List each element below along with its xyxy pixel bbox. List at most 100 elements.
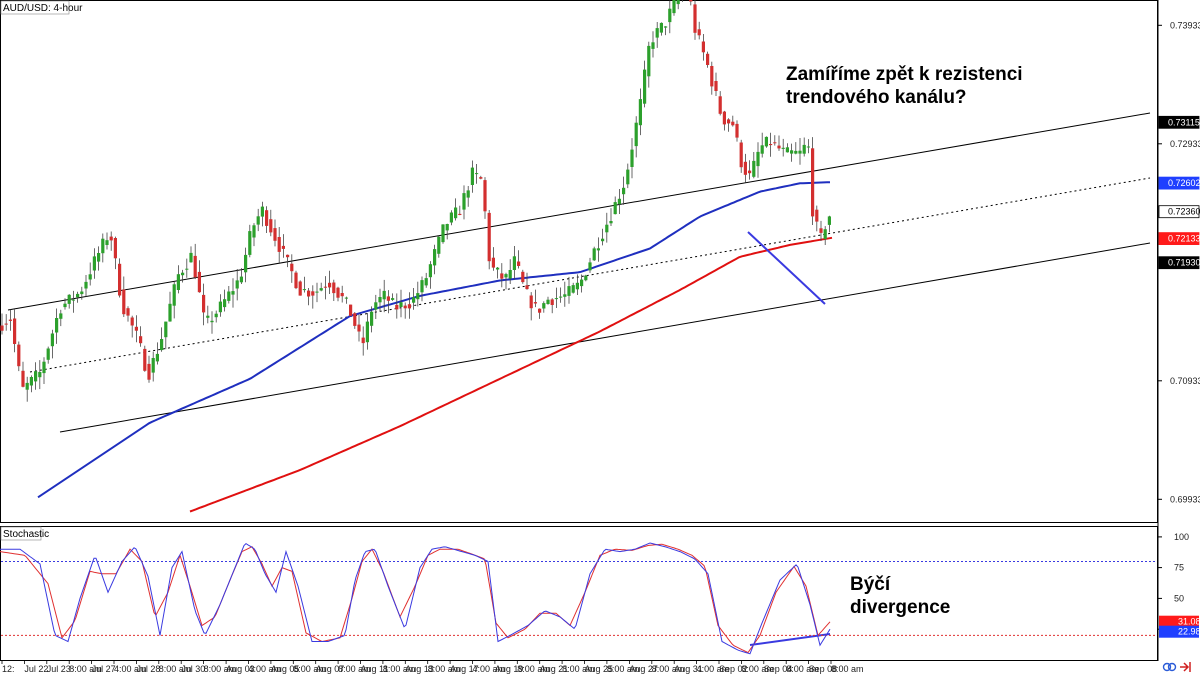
candle-body — [105, 240, 109, 245]
time-tick-label: Aug 05 — [271, 664, 300, 674]
candle-body — [378, 297, 382, 303]
candle-body — [592, 248, 596, 261]
candle-body — [462, 193, 466, 210]
candle-body — [202, 294, 206, 313]
candle-body — [269, 219, 273, 233]
candle-body — [529, 295, 533, 309]
candle-body — [706, 53, 710, 65]
candle-body — [38, 372, 42, 378]
candle-body — [596, 248, 600, 251]
stoch-tag-box — [1159, 615, 1199, 628]
candle-body — [172, 284, 176, 306]
candle-body — [790, 150, 794, 154]
time-tick-label: 12: — [2, 664, 15, 674]
candle-body — [97, 253, 101, 262]
price-tag-label: 0.72602 — [1168, 178, 1200, 188]
candle-body — [441, 224, 445, 243]
candle-body — [802, 144, 806, 154]
candle-body — [781, 147, 785, 149]
candle-body — [218, 301, 222, 313]
candle-body — [710, 66, 714, 87]
candle-body — [605, 224, 609, 233]
candle-body — [244, 254, 248, 273]
candle-body — [521, 271, 525, 283]
candle-body — [8, 319, 12, 321]
candle-body — [823, 229, 827, 240]
time-tick-label: 8:00 am — [159, 664, 192, 674]
candle-body — [336, 287, 340, 298]
candle-body — [252, 225, 256, 238]
candle-body — [416, 293, 420, 300]
candle-body — [63, 303, 67, 308]
candle-body — [399, 302, 403, 307]
annotation-divergence-line2: divergence — [850, 597, 950, 618]
time-tick-label: 8:00 am — [204, 664, 237, 674]
annotation-resistance-line2: trendového kanálu? — [786, 87, 967, 108]
chart-title-box — [0, 0, 70, 15]
stoch-divergence-line — [749, 633, 831, 646]
candle-body — [84, 281, 88, 289]
candle-body — [92, 256, 96, 271]
candle-body — [479, 177, 483, 179]
time-tick-label: Jul 30 — [181, 664, 205, 674]
time-tick-label: Aug 17 — [450, 664, 479, 674]
candle-body — [420, 280, 424, 293]
moving-averages — [37, 181, 833, 513]
candle-body — [46, 348, 50, 360]
time-tick-label: 8:00 am — [383, 664, 416, 674]
candle-body — [769, 144, 773, 146]
candle-body — [567, 286, 571, 296]
candle-body — [286, 254, 290, 258]
arrow-right-icon[interactable] — [1180, 662, 1191, 672]
candle-body — [470, 167, 474, 185]
candle-body — [819, 228, 823, 233]
link-icon[interactable] — [1162, 662, 1177, 672]
candle-body — [147, 363, 151, 380]
candle-body — [554, 298, 558, 300]
candle-body — [370, 311, 374, 326]
candle-body — [139, 336, 143, 344]
candle-body — [638, 99, 642, 126]
candle-body — [601, 238, 605, 242]
candle-body — [773, 142, 777, 144]
candle-body — [689, 0, 693, 2]
candle-body — [777, 145, 781, 149]
candle-body — [277, 237, 281, 252]
time-tick-label: Jul 22 — [24, 664, 48, 674]
candle-body — [454, 207, 458, 219]
candle-body — [143, 348, 147, 371]
candle-body — [643, 69, 647, 104]
stoch-tick-label: 75 — [1174, 563, 1184, 573]
time-tick-label: Sep 02 — [719, 664, 748, 674]
candle-body — [71, 299, 75, 301]
candle-body — [546, 299, 550, 304]
candle-body — [248, 231, 252, 255]
candle-body — [424, 278, 428, 286]
candle-body — [361, 337, 365, 344]
candle-body — [538, 308, 542, 313]
price-tag-box — [1158, 115, 1200, 129]
time-tick-label: 4:00 am — [114, 664, 147, 674]
candle-body — [311, 291, 315, 296]
candle-body — [160, 339, 164, 351]
candle-body — [298, 281, 302, 296]
candle-body — [622, 187, 626, 195]
time-tick-label: 8:00 am — [831, 664, 864, 674]
candle-body — [319, 288, 323, 291]
candle-body — [496, 267, 500, 270]
candle-body — [214, 313, 218, 318]
candle-body — [584, 275, 588, 281]
time-tick-label: Jul 28 — [136, 664, 160, 674]
candle-body — [508, 270, 512, 279]
candle-body — [701, 41, 705, 53]
candle-body — [550, 299, 554, 305]
ma-red-line — [189, 236, 833, 513]
candle-body — [109, 236, 113, 241]
candle-body — [29, 377, 33, 386]
price-tag-label: 0.72133 — [1168, 234, 1200, 244]
candle-body — [168, 303, 172, 322]
candle-body — [794, 150, 798, 154]
candle-body — [374, 302, 378, 310]
candle-body — [290, 263, 294, 272]
